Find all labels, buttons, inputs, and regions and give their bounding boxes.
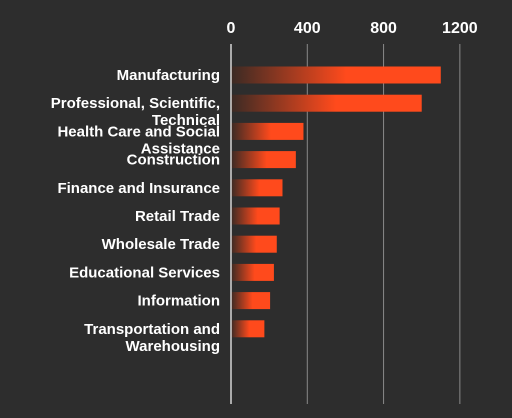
category-label-2: Health Care and Social Assistance [57, 123, 220, 157]
x-tick-label-1200: 1200 [442, 20, 478, 37]
bar-3 [231, 151, 296, 169]
category-label-9: Transportation and Warehousing [84, 321, 220, 355]
category-label-8: Information [138, 293, 221, 310]
category-label-5: Retail Trade [135, 208, 220, 225]
category-label-0: Manufacturing [117, 67, 220, 84]
x-tick-label-400: 400 [294, 20, 321, 37]
x-tick-label-0: 0 [227, 20, 236, 37]
bar-9 [231, 320, 265, 338]
category-label-3: Construction [127, 152, 220, 169]
bar-5 [231, 207, 280, 225]
bars [231, 66, 441, 338]
bar-1 [231, 94, 422, 112]
bar-7 [231, 263, 274, 281]
bar-0 [231, 66, 441, 84]
x-tick-label-800: 800 [370, 20, 397, 37]
category-label-1: Professional, Scientific, Technical [51, 95, 220, 129]
category-label-6: Wholesale Trade [102, 236, 220, 253]
category-label-4: Finance and Insurance [57, 180, 220, 197]
bar-4 [231, 179, 283, 197]
bar-2 [231, 122, 304, 140]
bar-6 [231, 235, 277, 253]
bar-8 [231, 292, 271, 310]
category-label-7: Educational Services [69, 264, 220, 281]
